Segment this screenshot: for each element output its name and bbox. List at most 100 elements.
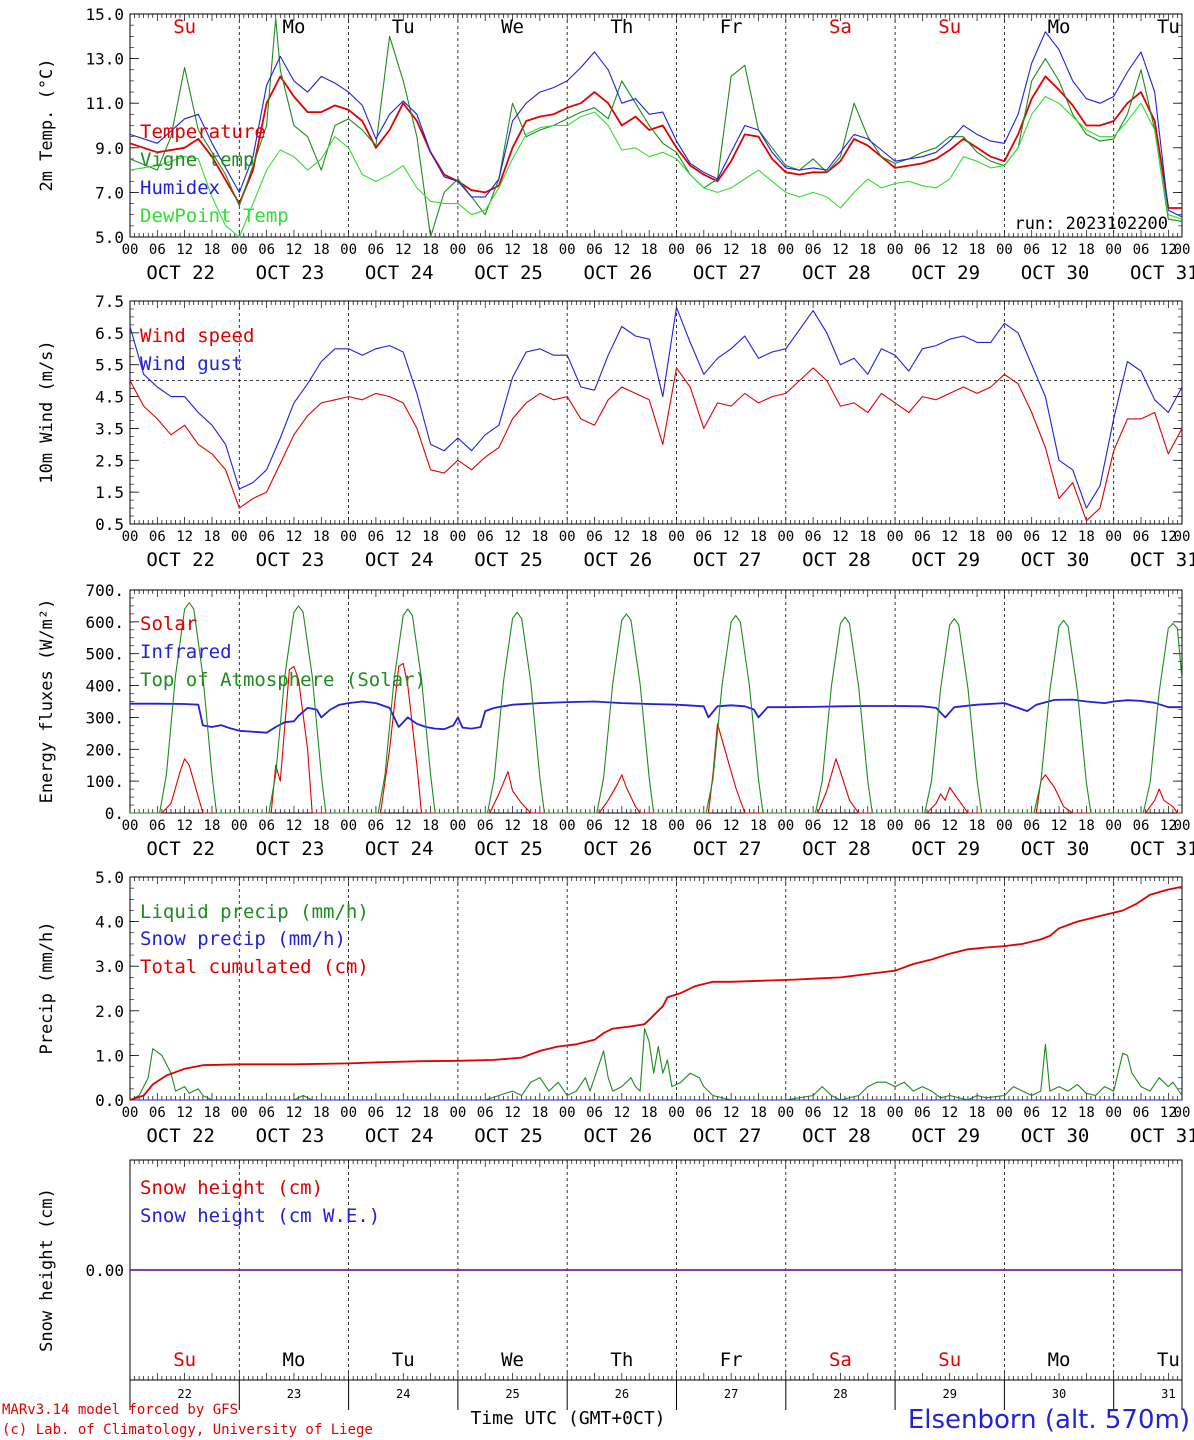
hour-tick-label: 18: [422, 242, 439, 258]
legend-entry: Vigne temp: [140, 149, 254, 171]
day-number: 30: [1052, 1387, 1066, 1401]
series-line-temperature: [129, 75, 1182, 209]
y-tick-label: 5.0: [95, 228, 124, 247]
hour-tick-label: 12: [832, 1105, 849, 1121]
hour-tick-label: 12: [941, 1105, 958, 1121]
hour-tick-label: 18: [313, 529, 330, 545]
date-label: OCT 30: [1021, 262, 1090, 284]
day-number: 24: [396, 1387, 410, 1401]
date-label: OCT 27: [693, 838, 762, 860]
hour-tick-label: 06: [805, 818, 822, 834]
hour-tick-label: 18: [204, 1105, 221, 1121]
hour-tick-label: 06: [149, 1105, 166, 1121]
hour-tick-label: 00: [449, 242, 466, 258]
hour-tick-label: 06: [914, 242, 931, 258]
hour-tick-label: 18: [859, 1105, 876, 1121]
hour-tick-label: 12: [941, 529, 958, 545]
hour-tick-label: 00: [887, 242, 904, 258]
day-number: 31: [1161, 1387, 1175, 1401]
y-tick-label: 0.5: [95, 515, 124, 534]
hour-tick-label: 00: [1174, 529, 1191, 545]
hour-tick-label: 18: [204, 529, 221, 545]
hour-tick-label: 06: [695, 818, 712, 834]
hour-tick-label: 00: [1105, 818, 1122, 834]
date-label: OCT 24: [365, 549, 434, 571]
hour-tick-label: 12: [1051, 242, 1068, 258]
hour-tick-label: 18: [750, 529, 767, 545]
hour-tick-label: 00: [1174, 242, 1191, 258]
hour-tick-label: 12: [504, 529, 521, 545]
hour-tick-label: 18: [204, 818, 221, 834]
hour-tick-label: 18: [859, 242, 876, 258]
date-label: OCT 31: [1130, 1125, 1194, 1147]
date-label: OCT 24: [365, 262, 434, 284]
legend-entry: Wind gust: [140, 353, 243, 375]
hour-tick-label: 06: [586, 818, 603, 834]
date-label: OCT 23: [256, 262, 325, 284]
hour-tick-label: 12: [613, 529, 630, 545]
date-label: OCT 25: [474, 838, 543, 860]
y-axis-title: 2m Temp. (°C): [37, 58, 57, 191]
hour-tick-label: 00: [887, 818, 904, 834]
hour-tick-label: 12: [176, 242, 193, 258]
hour-tick-label: 00: [449, 818, 466, 834]
date-label: OCT 25: [474, 1125, 543, 1147]
date-label: OCT 25: [474, 549, 543, 571]
hour-tick-label: 06: [367, 529, 384, 545]
weekday-label: Fr: [720, 1349, 743, 1371]
day-number: 22: [177, 1387, 191, 1401]
y-tick-label: 13.0: [85, 50, 124, 69]
hour-tick-label: 06: [1023, 1105, 1040, 1121]
y-tick-label: 3.5: [95, 419, 124, 438]
hour-tick-label: 12: [504, 1105, 521, 1121]
y-tick-label: 2.5: [95, 451, 124, 470]
hour-tick-label: 12: [1051, 1105, 1068, 1121]
date-label: OCT 23: [256, 838, 325, 860]
panel-1: 00 06 12 18 00 06 12 18 00 06 12 18 00 06 12 18 00 06 12 18…: [37, 5, 1194, 284]
hour-tick-label: 12: [941, 242, 958, 258]
hour-tick-label: 06: [149, 818, 166, 834]
y-tick-label: 600.: [85, 613, 124, 632]
date-label: OCT 29: [911, 549, 980, 571]
date-label: OCT 26: [584, 1125, 653, 1147]
hour-tick-label: 12: [176, 529, 193, 545]
weekday-label: Th: [610, 1349, 633, 1371]
hour-tick-label: 12: [1160, 529, 1177, 545]
x-axis-title: Time UTC (GMT+0CT): [470, 1408, 665, 1429]
series-line-infrared: [130, 698, 1182, 734]
hour-tick-label: 06: [805, 529, 822, 545]
y-tick-label: 400.: [85, 677, 124, 696]
date-label: OCT 29: [911, 262, 980, 284]
hour-tick-label: 06: [477, 1105, 494, 1121]
y-tick-label: 15.0: [85, 5, 124, 24]
date-label: OCT 24: [365, 1125, 434, 1147]
y-tick-label: 3.0: [95, 957, 124, 976]
run-label: run: 2023102200: [1014, 214, 1168, 234]
y-tick-label: 100.: [85, 772, 124, 791]
hour-tick-label: 00: [559, 529, 576, 545]
hour-tick-label: 18: [641, 242, 658, 258]
hour-tick-label: 18: [641, 529, 658, 545]
hour-tick-label: 12: [395, 818, 412, 834]
hour-tick-label: 00: [1174, 818, 1191, 834]
hour-tick-label: 00: [1174, 1105, 1191, 1121]
y-tick-label: 5.0: [95, 868, 124, 887]
hour-tick-label: 12: [613, 242, 630, 258]
date-label: OCT 26: [584, 262, 653, 284]
hour-tick-label: 18: [859, 529, 876, 545]
hour-tick-label: 06: [258, 1105, 275, 1121]
hour-tick-label: 06: [805, 1105, 822, 1121]
hour-tick-label: 06: [1133, 818, 1150, 834]
date-label: OCT 28: [802, 549, 871, 571]
date-label: OCT 29: [911, 838, 980, 860]
y-tick-label: 1.0: [95, 1046, 124, 1065]
hour-tick-label: 12: [613, 1105, 630, 1121]
legend-entry: Liquid precip (mm/h): [140, 901, 369, 923]
hour-tick-label: 12: [1160, 818, 1177, 834]
hour-tick-label: 06: [477, 529, 494, 545]
panel-4: 00 06 12 18 00 06 12 18 00 06 12 18 00 06 12 18 00 06 12 18…: [37, 868, 1194, 1147]
hour-tick-label: 06: [914, 1105, 931, 1121]
legend-entry: Solar: [140, 613, 197, 635]
y-tick-label: 0.0: [95, 1091, 124, 1110]
hour-tick-label: 00: [668, 529, 685, 545]
